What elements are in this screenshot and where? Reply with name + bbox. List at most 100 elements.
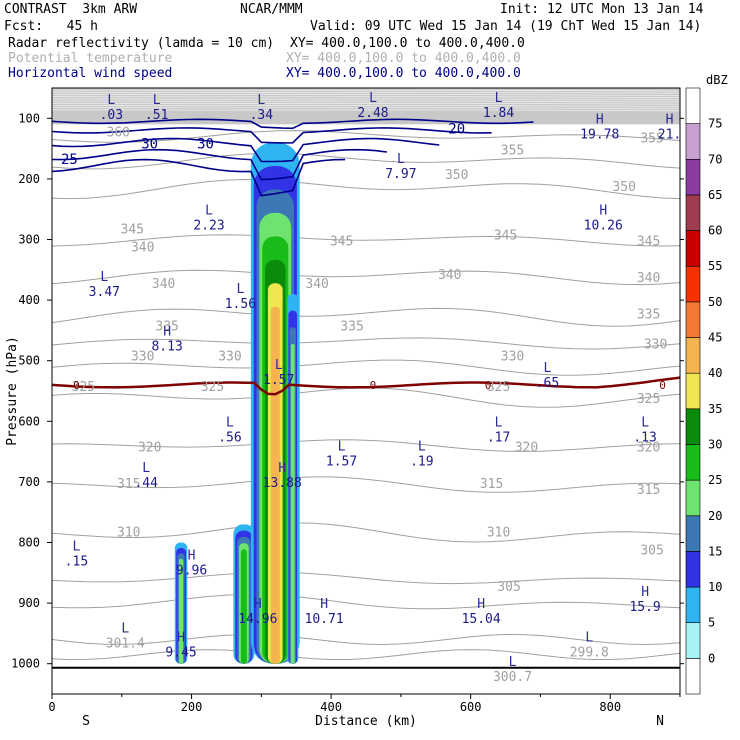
marker-value: 301.4 [106, 636, 145, 651]
x-axis-title: Distance (km) [315, 714, 417, 729]
wind-contour-line [52, 118, 534, 130]
marker-value: .34 [250, 108, 274, 123]
marker-value: .65 [536, 376, 559, 391]
theta-contour-line [52, 96, 680, 98]
theta-label: 355 [640, 132, 663, 147]
colorbar: 0 5 10 15 20 25 30 35 40 45 50 55 60 65 70 75 dBZ [685, 73, 728, 695]
wind-label: 30 [197, 137, 214, 153]
x-tick-label: 400 [320, 700, 342, 714]
colorbar-swatch [685, 337, 701, 374]
marker-value: 21. [658, 127, 681, 142]
y-tick-label: 900 [18, 596, 40, 610]
colorbar-label: 50 [708, 295, 722, 309]
plot-frame [51, 87, 681, 695]
colorbar-swatch [685, 301, 701, 338]
theta-contour-line [52, 571, 680, 585]
theta-label: 330 [131, 350, 154, 365]
field-reflectivity-xy: XY= 400.0,100.0 to 400.0,400.0 [290, 36, 525, 51]
colorbar-swatch [685, 87, 701, 124]
reflectivity-cells [174, 142, 300, 664]
marker-value: .44 [134, 476, 158, 491]
south-label: S [82, 714, 90, 729]
low-marker: L [226, 415, 234, 430]
freezing-label: 0 [370, 379, 377, 392]
reflectivity-band [270, 306, 280, 664]
colorbar-label: 10 [708, 580, 722, 594]
y-tick-label: 300 [18, 233, 40, 247]
high-marker: H [641, 585, 649, 600]
y-tick-label: 100 [18, 111, 40, 125]
y-tick-label: 400 [18, 293, 40, 307]
marker-value: 2.23 [193, 218, 224, 233]
colorbar-label: 60 [708, 224, 722, 238]
y-tick-label: 700 [18, 475, 40, 489]
contour-labels: 325 325 325 325 330 330 330 335 335 335 340 340 340 3… [61, 91, 681, 685]
low-marker: L [641, 415, 649, 430]
theta-label: 355 [501, 144, 524, 159]
colorbar-label: 75 [708, 117, 722, 131]
theta-contour-line [52, 130, 680, 143]
init-time: Init: 12 UTC Mon 13 Jan 14 [500, 2, 704, 17]
theta-label: 330 [218, 350, 241, 365]
marker-value: 299.8 [570, 646, 609, 661]
x-tick-label: 800 [599, 700, 621, 714]
theta-label: 315 [480, 477, 503, 492]
marker-value: 1.56 [225, 297, 256, 312]
low-marker: L [100, 270, 108, 285]
colorbar-swatch [685, 658, 701, 695]
colorbar-label: 5 [708, 616, 715, 630]
theta-label: 340 [637, 271, 660, 286]
marker-value: .17 [487, 430, 510, 445]
theta-contour-line [52, 178, 680, 200]
field-wind: Horizontal wind speed [8, 66, 173, 81]
theta-label: 310 [117, 525, 140, 540]
theta-contour-line [52, 649, 680, 661]
theta-label: 330 [644, 338, 667, 353]
field-theta: Potential temperature [8, 51, 173, 66]
marker-value: 300.7 [493, 670, 532, 685]
high-marker: H [599, 203, 607, 218]
high-marker: H [177, 631, 185, 646]
low-marker: L [153, 93, 161, 108]
y-tick-label: 500 [18, 354, 40, 368]
low-marker: L [418, 440, 426, 455]
theta-label: 330 [501, 350, 524, 365]
marker-value: 1.57 [263, 373, 294, 388]
colorbar-label: 45 [708, 331, 722, 345]
low-marker: L [338, 440, 346, 455]
theta-contour-line [52, 98, 680, 101]
high-marker: H [477, 597, 485, 612]
theta-label: 335 [340, 319, 363, 334]
colorbar-swatch [685, 551, 701, 588]
theta-contour-line [52, 633, 680, 646]
theta-label: 345 [121, 222, 144, 237]
marker-value: 14.96 [238, 612, 277, 627]
wind-contour-line [52, 148, 387, 181]
theta-label: 350 [445, 168, 468, 183]
low-marker: L [585, 631, 593, 646]
colorbar-swatch [685, 123, 701, 160]
valid-time: Valid: 09 UTC Wed 15 Jan 14 (19 ChT Wed … [310, 19, 702, 34]
freezing-level-line [52, 376, 680, 396]
field-reflectivity: Radar reflectivity (lamda = 10 cm) [8, 36, 275, 51]
forecast-hour: Fcst: 45 h [4, 19, 98, 34]
theta-label: 325 [72, 380, 95, 395]
colorbar-swatch [685, 372, 701, 410]
theta-label: 310 [487, 525, 510, 540]
wind-label: 20 [448, 121, 465, 137]
reflectivity-band [178, 558, 184, 664]
colorbar-swatch [685, 479, 701, 517]
theta-contour-line [52, 89, 680, 92]
theta-label: 335 [637, 307, 660, 322]
reflectivity-band [290, 343, 295, 664]
field-wind-xy: XY= 400.0,100.0 to 400.0,400.0 [286, 66, 521, 81]
colorbar-swatch [685, 408, 701, 445]
theta-label: 305 [640, 544, 663, 559]
theta-label: 325 [201, 380, 224, 395]
marker-value: 10.26 [584, 218, 623, 233]
theta-label: 340 [131, 241, 154, 256]
theta-label: 350 [612, 180, 635, 195]
freezing-label: 0 [485, 379, 492, 392]
low-marker: L [495, 415, 503, 430]
colorbar-label: 25 [708, 473, 722, 487]
